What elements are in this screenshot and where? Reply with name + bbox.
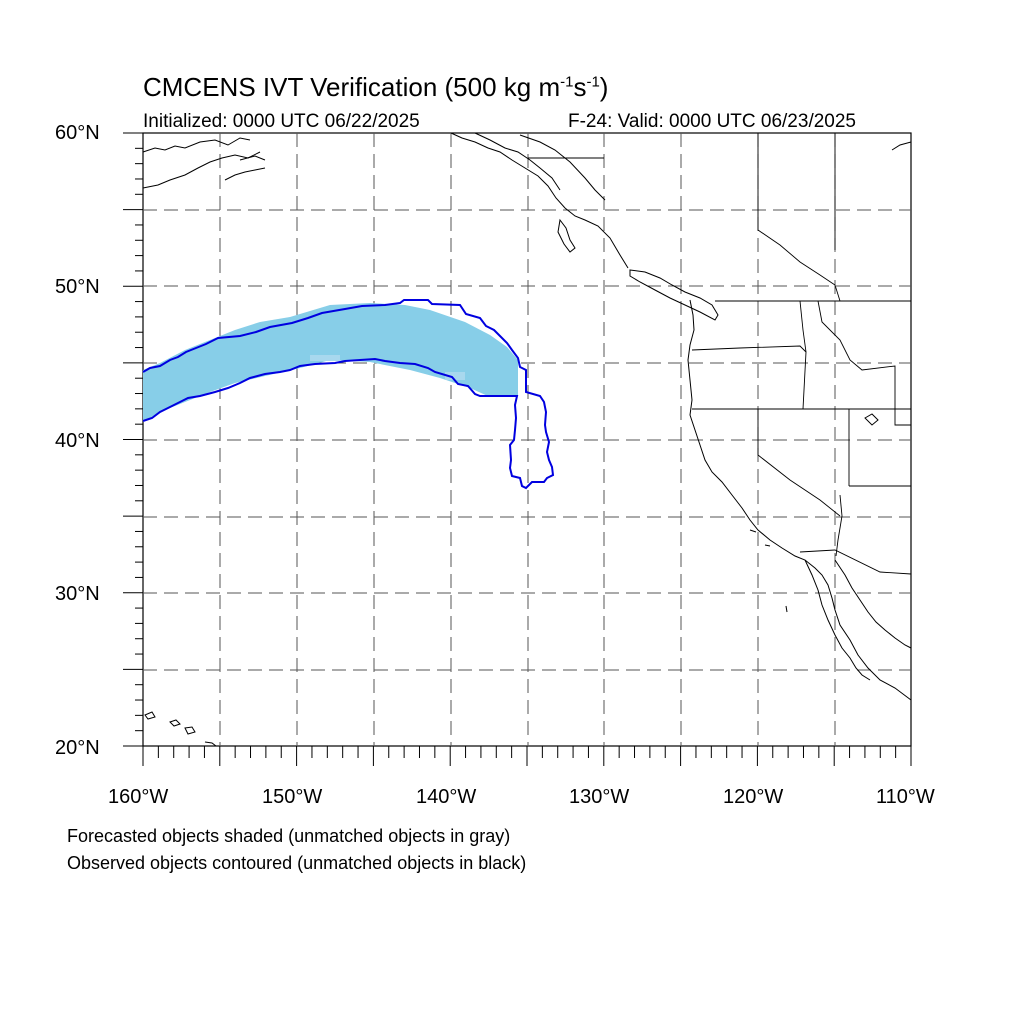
lon-label-150w: 150°W — [262, 786, 323, 808]
observed-contour — [142, 299, 555, 490]
valid-time: F-24: Valid: 0000 UTC 06/23/2025 — [568, 111, 856, 132]
forecast-object — [143, 303, 518, 422]
map-title: CMCENS IVT Verification (500 kg m-1s-1) — [143, 72, 609, 102]
lon-label-110w: 110°W — [876, 786, 935, 808]
lon-label-160w: 160°W — [108, 786, 169, 808]
lat-label-50: 50°N — [55, 276, 100, 298]
caption-observed: Observed objects contoured (unmatched ob… — [67, 853, 527, 873]
lat-label-60: 60°N — [55, 122, 100, 144]
political-borders — [528, 133, 912, 575]
forecast-patch — [445, 372, 465, 380]
tick-marks — [123, 132, 912, 766]
lon-label-130w: 130°W — [569, 786, 630, 808]
forecast-patch — [310, 355, 340, 361]
coastlines — [142, 132, 912, 747]
lat-label-20: 20°N — [55, 737, 100, 759]
lon-label-120w: 120°W — [723, 786, 784, 808]
caption-forecast: Forecasted objects shaded (unmatched obj… — [67, 826, 511, 846]
lat-label-30: 30°N — [55, 583, 100, 605]
lat-label-40: 40°N — [55, 430, 100, 452]
initialized-time: Initialized: 0000 UTC 06/22/2025 — [143, 111, 420, 132]
grid-lines — [143, 133, 911, 746]
lon-label-140w: 140°W — [416, 786, 477, 808]
